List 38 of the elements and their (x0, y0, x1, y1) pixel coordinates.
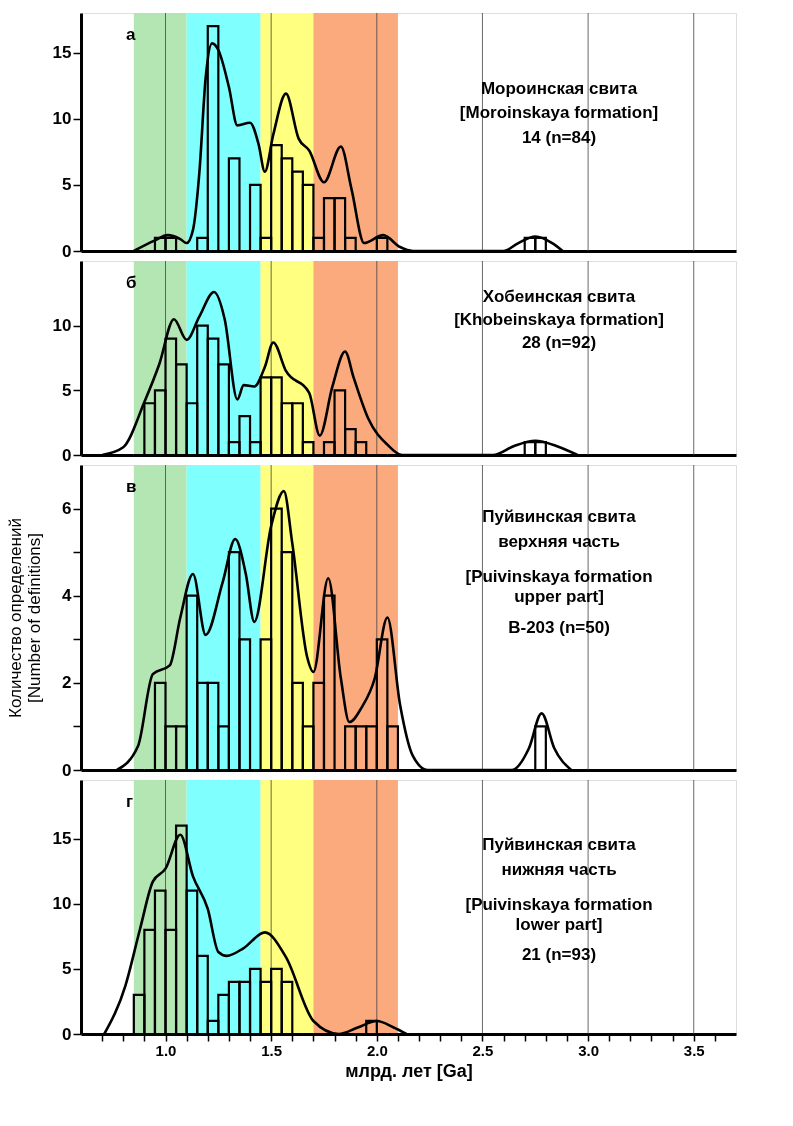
y-tick-label: 0 (62, 760, 72, 780)
y-tick-label: 4 (62, 586, 73, 606)
y-tick-label: 15 (52, 43, 72, 63)
x-tick-label: 3.5 (683, 1041, 705, 1059)
annotation: Пуйвинская свита (482, 507, 637, 526)
annotation: г (126, 792, 134, 811)
annotation: 21 (n=93) (521, 945, 597, 964)
x-tick-label: 1.0 (155, 1041, 177, 1059)
x-axis-title: млрд. лет [Ga] (345, 1060, 473, 1081)
y-tick-label: 5 (62, 175, 72, 195)
y-tick-label: 10 (52, 894, 72, 914)
y-tick-label: 0 (62, 1024, 72, 1044)
y-tick-label: 10 (52, 316, 72, 336)
annotation: нижняя часть (501, 860, 617, 879)
y-tick-label: 5 (62, 959, 72, 979)
annotation: б (126, 273, 137, 292)
annotation: upper part] (514, 587, 604, 606)
y-tick-label: 15 (52, 829, 72, 849)
annotation: а (126, 25, 136, 44)
x-tick-label: 2.5 (472, 1041, 494, 1059)
y-tick-label: 5 (62, 380, 72, 400)
y-tick-label: 6 (62, 499, 72, 519)
x-tick-label: 3.0 (578, 1041, 600, 1059)
annotation: 28 (n=92) (521, 333, 597, 352)
y-axis-title: Количество определений [Number of definitions] (5, 518, 44, 718)
annotation: в (126, 477, 137, 496)
annotation: lower part] (515, 915, 603, 934)
annotation: верхняя часть (498, 532, 620, 551)
annotation: Хобеинская свита (482, 287, 636, 306)
annotation: 14 (n=84) (521, 128, 597, 147)
y-tick-label: 2 (62, 673, 72, 693)
y-tick-label: 10 (52, 109, 72, 129)
annotation: В-203 (n=50) (508, 618, 610, 637)
y-tick-label: 0 (62, 445, 72, 465)
y-tick-label: 0 (62, 241, 72, 261)
x-tick-label: 2.0 (366, 1041, 388, 1059)
annotation: Пуйвинская свита (482, 835, 637, 854)
x-tick-label: 1.5 (261, 1041, 283, 1059)
